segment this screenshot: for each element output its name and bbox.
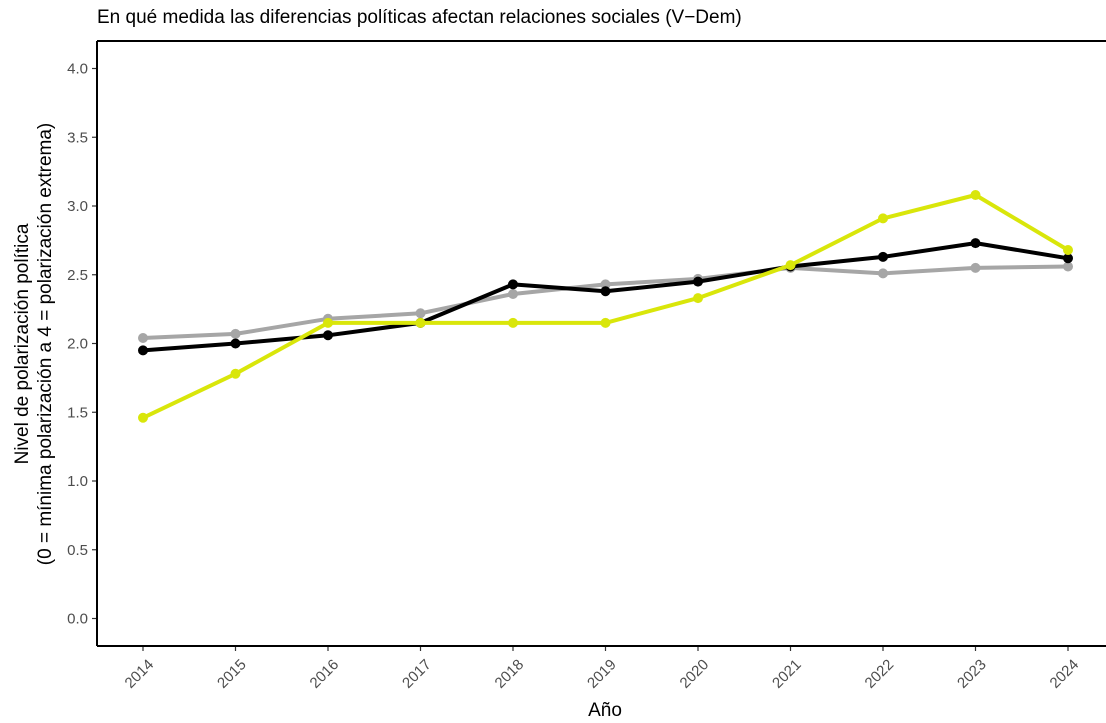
x-tick-label: 2020 [677,656,713,692]
data-point [878,268,888,279]
data-point [138,333,148,343]
y-tick-label: 4.0 [67,61,88,78]
y-axis-title-line-1: Nivel de polarización política [12,223,33,464]
data-point [230,328,241,339]
y-tick-label: 1.0 [67,473,88,490]
data-point [323,330,333,341]
data-point [878,251,888,262]
data-point [508,317,518,328]
data-point [323,317,333,328]
series-layer [138,190,1073,423]
chart-title: En qué medida las diferencias políticas … [97,7,742,28]
data-point [508,289,518,299]
x-tick-label: 2016 [307,656,343,692]
y-tick-label: 1.5 [67,404,88,421]
data-point [138,412,148,423]
data-point [415,308,426,319]
x-tick-label: 2017 [399,656,435,692]
data-point [693,293,703,304]
data-point [415,317,426,328]
x-tick-label: 2021 [769,656,805,692]
x-tick-label: 2019 [584,656,620,692]
y-tick-label: 2.0 [67,336,88,353]
series-2 [138,190,1073,423]
data-point [970,262,981,273]
x-axis-title: Año [588,700,622,721]
x-tick-label: 2024 [1047,656,1083,692]
data-point [508,279,518,290]
data-point [230,368,241,379]
x-tick-label: 2014 [122,656,158,692]
series-line [141,241,1070,353]
data-point [600,279,611,290]
series-1 [138,238,1073,356]
y-tick-label: 2.5 [67,267,88,284]
data-point [693,276,703,287]
data-point [1063,253,1073,264]
data-point [785,260,796,271]
data-point [970,238,981,249]
data-point [878,213,888,224]
y-tick-label: 3.0 [67,198,88,215]
data-point [600,286,611,297]
data-point [600,317,611,328]
y-tick-label: 0.0 [67,611,88,628]
y-axis-ticks: 0.0 0.5 1.0 1.5 2.0 2.5 3.0 3.5 4.0 [67,61,97,628]
x-tick-label: 2023 [954,656,990,692]
data-point [138,345,148,356]
y-axis-title: Nivel de polarización política (0 = míni… [12,123,56,565]
x-tick-label: 2022 [862,656,898,692]
x-tick-label: 2015 [214,656,250,692]
series-line [141,193,1070,420]
data-point [970,190,981,200]
series-0 [138,261,1073,343]
y-tick-label: 0.5 [67,542,88,559]
y-tick-label: 3.5 [67,129,88,146]
x-axis-ticks: 2014 2015 2016 2017 2018 2019 2020 2021 2022 2023… [122,646,1083,692]
x-tick-label: 2018 [492,656,528,692]
data-point [1063,245,1073,255]
data-point [1063,261,1073,272]
data-point [230,338,241,349]
y-axis-title-line-2: (0 = mínima polarización a 4 = polarizac… [35,123,56,565]
